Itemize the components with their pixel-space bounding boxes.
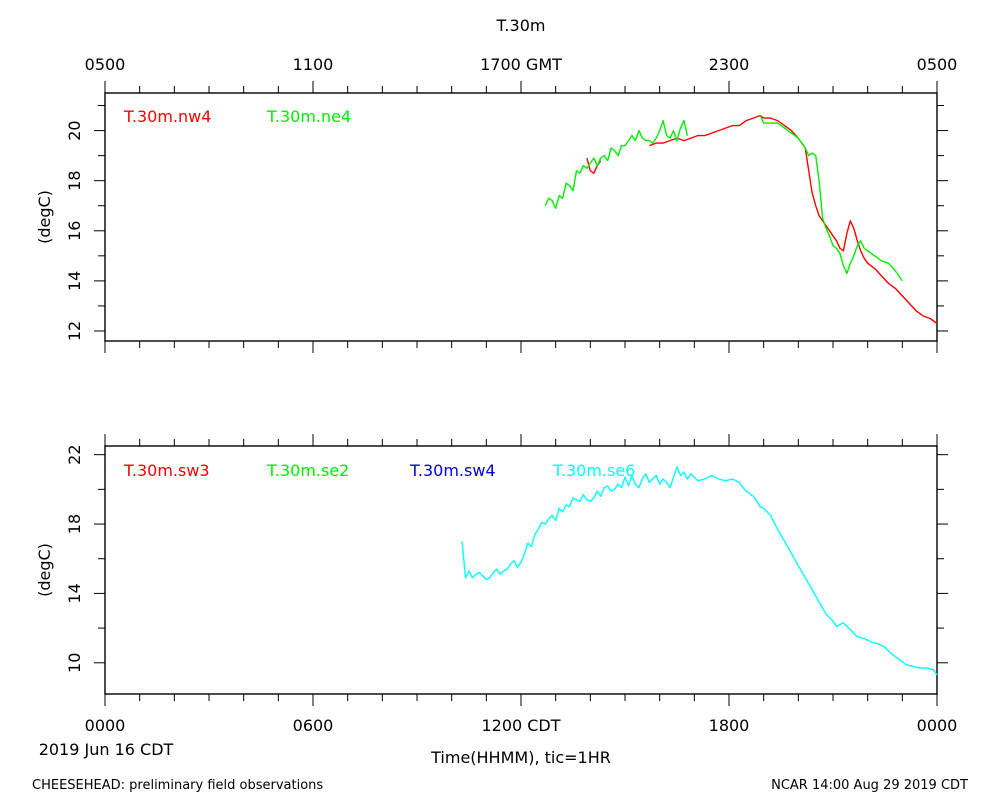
x-tick-label-gmt: 1100	[293, 55, 334, 74]
x-tick-label-cdt: 0600	[293, 716, 334, 735]
bottom-panel: 0000 0600 1200 CDT 1800 0000 10 14 18 22 (degC)…	[35, 434, 957, 767]
y-tick-label: 18	[65, 170, 84, 190]
bottom-y-axis-label: (degC)	[35, 543, 54, 597]
chart-title: T.30m	[496, 16, 546, 35]
x-tick-label-gmt: 0500	[85, 55, 126, 74]
x-axis-label: Time(HHMM), tic=1HR	[430, 748, 611, 767]
cdt-axis-labels: 0000 0600 1200 CDT 1800 0000	[85, 716, 958, 735]
y-tick-label: 14	[65, 271, 84, 291]
top-series-lines	[544, 114, 938, 325]
bottom-legend: T.30m.sw3 T.30m.se2 T.30m.sw4 T.30m.se6	[123, 461, 635, 480]
y-tick-label: 12	[65, 321, 84, 341]
series-line-T.30m.se6	[461, 466, 938, 676]
x-tick-label-cdt: 0000	[917, 716, 958, 735]
legend-entry: T.30m.se6	[552, 461, 635, 480]
date-label: 2019 Jun 16 CDT	[39, 740, 174, 759]
legend-entry: T.30m.nw4	[123, 107, 211, 126]
x-tick-label-gmt: 1700 GMT	[480, 55, 562, 74]
legend-entry: T.30m.se2	[266, 461, 349, 480]
top-y-tick-labels: 12 14 16 18 20	[65, 120, 84, 341]
y-tick-label: 22	[65, 444, 84, 464]
bottom-series-lines	[461, 466, 938, 676]
legend-entry: T.30m.ne4	[266, 107, 351, 126]
y-tick-label: 18	[65, 514, 84, 534]
x-tick-label-gmt: 0500	[917, 55, 958, 74]
x-tick-label-cdt: 1800	[709, 716, 750, 735]
top-y-axis-label: (degC)	[35, 190, 54, 244]
y-tick-label: 20	[65, 120, 84, 140]
footer-left: CHEESEHEAD: preliminary field observatio…	[32, 778, 323, 793]
top-legend: T.30m.nw4 T.30m.ne4	[123, 107, 351, 126]
y-tick-label: 10	[65, 653, 84, 673]
gmt-axis-labels: 0500 1100 1700 GMT 2300 0500	[85, 55, 958, 74]
legend-entry: T.30m.sw3	[123, 461, 210, 480]
legend-entry: T.30m.sw4	[409, 461, 496, 480]
footer-right: NCAR 14:00 Aug 29 2019 CDT	[771, 778, 968, 793]
bottom-axis-ticks	[94, 434, 948, 706]
y-tick-label: 14	[65, 583, 84, 603]
x-tick-label-gmt: 2300	[709, 55, 750, 74]
x-tick-label-cdt: 0000	[85, 716, 126, 735]
top-axis-ticks	[94, 81, 948, 353]
x-tick-label-cdt: 1200 CDT	[481, 716, 560, 735]
bottom-y-tick-labels: 10 14 18 22	[65, 444, 84, 672]
top-panel: T.30m 0500 1100 1700 GMT 2300 0500 12 14 16 18 2…	[35, 16, 957, 353]
series-line-T.30m.ne4	[544, 115, 903, 282]
y-tick-label: 16	[65, 221, 84, 241]
